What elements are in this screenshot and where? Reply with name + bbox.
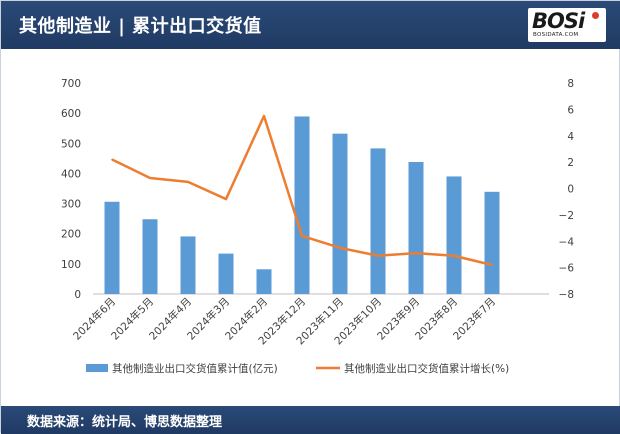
line-point	[225, 198, 227, 200]
logo-word: BOSi	[532, 9, 585, 33]
line-point	[263, 115, 265, 117]
y-left-tick-label: 300	[61, 199, 81, 211]
line-point	[339, 247, 341, 249]
page-title: 其他制造业 | 累计出口交货值	[19, 16, 262, 37]
y-left-tick-label: 500	[61, 138, 81, 150]
bar	[370, 148, 386, 294]
y-right-tick-label: 0	[567, 184, 574, 196]
bar	[104, 201, 120, 294]
line-point	[453, 254, 455, 257]
y-left-tick-label: 0	[74, 289, 81, 301]
bar	[332, 133, 348, 294]
y-left-tick-label: 200	[61, 229, 81, 241]
line-point	[111, 158, 113, 161]
source-note: 数据来源：统计局、博思数据整理	[27, 415, 223, 430]
y-left-tick-label: 700	[61, 78, 81, 90]
line-point	[301, 235, 303, 237]
bosi-logo: BOSi BOSIDATA.COM	[528, 8, 606, 42]
y-left-tick-label: 400	[61, 168, 81, 180]
bar	[180, 236, 196, 294]
bar	[256, 269, 272, 294]
y-left-tick-label: 600	[61, 108, 81, 120]
line-point	[149, 177, 151, 179]
y-right-tick-label: 4	[567, 131, 574, 143]
y-right-tick-label: 2	[567, 157, 574, 169]
legend-line-label: 其他制造业出口交货值累计增长(%)	[344, 362, 509, 375]
y-left-tick-label: 100	[61, 259, 81, 271]
line-point	[377, 254, 379, 257]
line-point	[415, 252, 417, 254]
y-right-tick-label: −4	[559, 236, 575, 248]
y-right-tick-label: −8	[559, 289, 574, 301]
title-bar: 其他制造业 | 累计出口交货值 BOSi BOSIDATA.COM	[1, 1, 620, 49]
bar	[142, 219, 158, 294]
line-point	[187, 181, 189, 183]
legend-bar-swatch	[86, 364, 108, 372]
bar	[484, 191, 500, 294]
bar	[218, 253, 234, 294]
combo-chart: 0100200300400500600700−8−6−4−2024682024年…	[61, 78, 575, 375]
line-point	[491, 264, 493, 266]
y-right-tick-label: 8	[567, 78, 574, 90]
legend-bar-label: 其他制造业出口交货值累计值(亿元)	[112, 362, 278, 375]
y-right-tick-label: −6	[559, 263, 575, 275]
bar	[294, 116, 310, 294]
y-right-tick-label: 6	[567, 104, 574, 116]
y-right-tick-label: −2	[559, 210, 574, 222]
bar	[446, 176, 462, 294]
logo-subtext: BOSIDATA.COM	[533, 32, 579, 38]
source-bar: 数据来源：统计局、博思数据整理	[1, 406, 620, 434]
logo-dot	[592, 12, 599, 19]
bar	[408, 161, 424, 294]
